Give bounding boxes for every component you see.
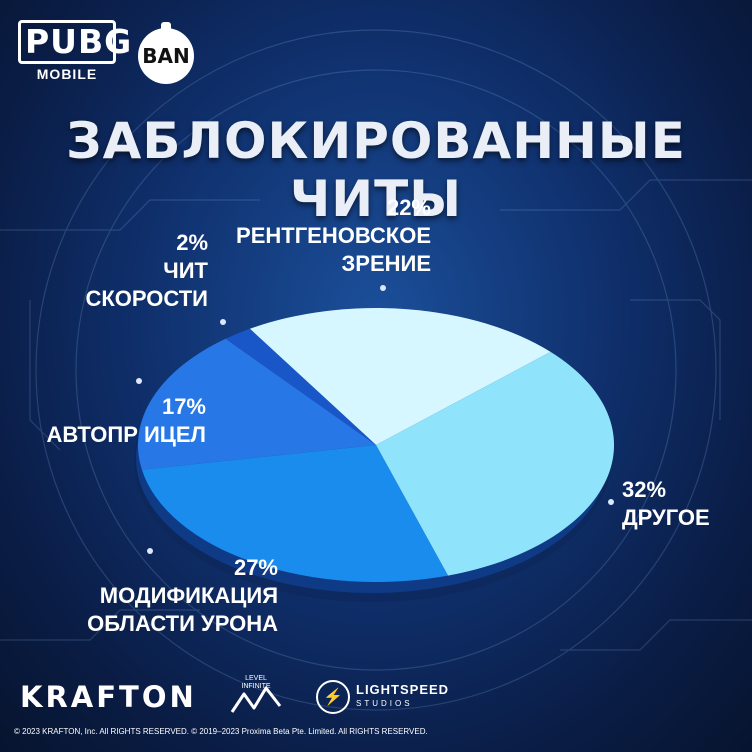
dmg-leader-dot xyxy=(147,548,153,554)
level-infinite-bottom: INFINITE xyxy=(241,683,270,690)
aim-leader-dot xyxy=(136,378,142,384)
slice-name-other-line1: ДРУГОЕ xyxy=(622,505,710,530)
pie-slice-xray xyxy=(249,307,551,445)
slice-pct-aim: 17% xyxy=(161,394,206,419)
other-leader-dot xyxy=(608,499,614,505)
lightspeed-sub: STUDIOS xyxy=(356,699,413,708)
krafton-logo: KRAFTON xyxy=(20,680,197,714)
slice-label-xray: 22% РЕНТГЕНОВСКОЕ ЗРЕНИЕ xyxy=(215,194,431,278)
level-infinite-logo: LEVEL INFINITE xyxy=(230,675,282,713)
chart-title: ЗАБЛОКИРОВАННЫЕ ЧИТЫ xyxy=(66,112,686,228)
pie-slice-aim xyxy=(137,338,376,470)
slice-name-aim-line1: АВТОПР ИЦЕЛ xyxy=(46,422,206,447)
lightspeed-text: LIGHTSPEED STUDIOS xyxy=(356,683,449,711)
slice-name-dmg-line1: МОДИФИКАЦИЯ xyxy=(99,583,278,608)
slice-name-xray-line1: РЕНТГЕНОВСКОЕ xyxy=(236,223,431,248)
lightning-icon: ⚡ xyxy=(316,680,350,714)
pie-slice-other xyxy=(376,351,615,576)
slice-name-dmg-line2: ОБЛАСТИ УРОНА xyxy=(87,611,278,636)
slice-name-xray-line2: ЗРЕНИЕ xyxy=(341,251,431,276)
copyright-notice: © 2023 KRAFTON, Inc. All RIGHTS RESERVED… xyxy=(14,727,428,736)
pubg-logo-sub: MOBILE xyxy=(36,66,98,82)
lightspeed-studios-logo: ⚡ LIGHTSPEED STUDIOS xyxy=(316,680,449,714)
speed-leader-dot xyxy=(220,319,226,325)
slice-pct-speed: 2% xyxy=(176,230,208,255)
ban-label: BAN xyxy=(142,44,190,68)
ban-bomb-icon: BAN xyxy=(138,22,198,86)
slice-label-dmg: 27% МОДИФИКАЦИЯ ОБЛАСТИ УРОНА xyxy=(40,554,278,638)
slice-name-speed-line2: СКОРОСТИ xyxy=(85,286,208,311)
pubg-mobile-logo: PUBG MOBILE xyxy=(18,20,131,90)
pubg-logo-word: PUBG xyxy=(18,20,131,64)
slice-label-speed: 2% ЧИТ СКОРОСТИ xyxy=(40,229,208,313)
pie-slices xyxy=(137,307,615,583)
slice-name-speed-line1: ЧИТ xyxy=(163,258,208,283)
level-infinite-top: LEVEL xyxy=(245,675,267,682)
slice-label-other: 32% ДРУГОЕ xyxy=(622,476,742,532)
pie-slice-dmg xyxy=(141,445,448,583)
slice-pct-xray: 22% xyxy=(386,195,431,220)
ban-bomb-body: BAN xyxy=(138,28,194,84)
lightspeed-main: LIGHTSPEED xyxy=(356,682,450,697)
ban-bomb-knob xyxy=(161,22,171,32)
xray-leader-dot xyxy=(380,285,386,291)
slice-label-aim: 17% АВТОПР ИЦЕЛ xyxy=(10,393,206,449)
slice-pct-other: 32% xyxy=(622,477,667,502)
slice-pct-dmg: 27% xyxy=(233,555,278,580)
pie-slice-speed xyxy=(225,328,376,445)
level-infinite-mark xyxy=(230,686,282,713)
